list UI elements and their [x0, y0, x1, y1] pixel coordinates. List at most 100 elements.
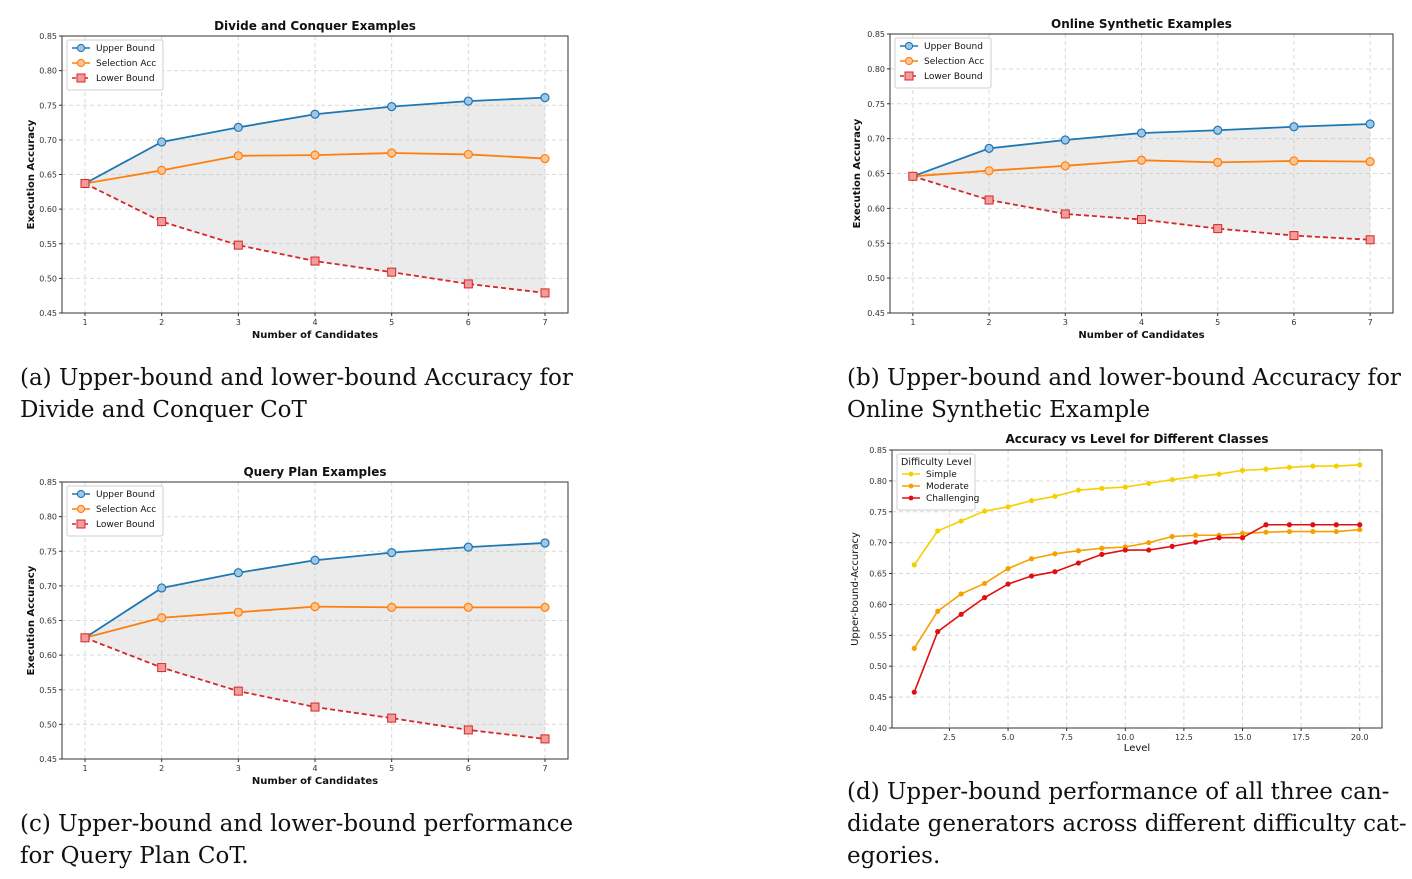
- data-point: [463, 602, 473, 612]
- data-point: [1357, 522, 1363, 528]
- data-point: [540, 288, 550, 298]
- legend-label-moderate: Moderate: [926, 482, 969, 492]
- data-point: [1239, 467, 1246, 473]
- data-point: [1099, 485, 1105, 491]
- legend-label-upper-bound: Upper Bound: [96, 490, 155, 500]
- y-tick-label: 0.65: [39, 171, 57, 180]
- data-point: [1310, 528, 1316, 535]
- data-point: [1213, 224, 1223, 234]
- data-point: [1146, 547, 1152, 553]
- data-point: [310, 109, 320, 119]
- data-point: [1263, 529, 1269, 535]
- caption-d-line-3: egories.: [847, 843, 941, 869]
- legend-marker: [904, 71, 914, 81]
- data-point: [310, 702, 320, 712]
- caption-d-line-1: (d) Upper-bound performance of all three…: [847, 779, 1390, 805]
- x-tick-label: 7: [542, 764, 547, 773]
- x-tick-label: 2: [159, 318, 164, 327]
- data-point: [310, 602, 320, 612]
- legend-label-lower-bound: Lower Bound: [96, 74, 155, 84]
- data-point: [958, 518, 964, 524]
- chart-query-plan: 1 2 3 4 5 6 7 0.45 0.50 0.55 0.60 0.65 0.70 0.75 0.80 0…: [26, 465, 569, 787]
- legend-label-upper-bound: Upper Bound: [96, 44, 155, 54]
- legend-marker: [76, 504, 86, 514]
- bound-shaded-region: [912, 123, 1371, 240]
- series-lower-bound: [80, 179, 550, 298]
- data-point: [157, 663, 167, 673]
- legend-box: [894, 37, 992, 89]
- y-tick-label: 0.45: [867, 309, 885, 318]
- caption-b: (b) Upper-bound and lower-bound Accuracy…: [847, 362, 1407, 426]
- data-point: [233, 686, 243, 696]
- data-point: [1075, 560, 1081, 566]
- legend: Upper Bound Selection Acc Lower Bound: [66, 485, 164, 537]
- x-tick-label: 5: [1215, 318, 1220, 327]
- y-tick-label: 0.45: [39, 755, 57, 764]
- grid-lines: [890, 33, 1393, 314]
- data-point: [1169, 533, 1175, 540]
- series-simple: [911, 462, 1363, 568]
- y-tick-label: 0.65: [867, 170, 885, 179]
- x-tick-label: 6: [1291, 318, 1296, 327]
- data-point: [1099, 545, 1105, 551]
- data-point: [157, 613, 167, 623]
- data-point: [1216, 535, 1222, 541]
- data-point: [1060, 209, 1070, 219]
- x-tick-label: 1: [910, 318, 915, 327]
- data-point: [1005, 504, 1011, 510]
- y-tick-label: 0.85: [869, 446, 887, 455]
- plot-frame: [891, 449, 1383, 729]
- y-axis-label: Upper-bound-Accuracy: [850, 532, 861, 646]
- y-tick-label: 0.75: [867, 100, 885, 109]
- y-tick-label: 0.60: [39, 205, 57, 214]
- data-point: [310, 256, 320, 266]
- data-point: [1193, 532, 1199, 538]
- data-point: [958, 611, 964, 617]
- data-point: [935, 528, 941, 534]
- data-point: [1052, 493, 1058, 499]
- x-tick-label: 4: [1139, 318, 1144, 327]
- caption-c-line-2: for Query Plan CoT.: [20, 843, 249, 869]
- chart-divide-and-conquer: 1 2 3 4 5 6 7 0.45 0.50 0.55 0.60 0.65 0.70 0.75 0.80 0…: [26, 19, 569, 341]
- legend-label-lower-bound: Lower Bound: [924, 72, 983, 82]
- data-point: [540, 734, 550, 744]
- data-point: [1028, 556, 1035, 562]
- caption-c: (c) Upper-bound and lower-bound performa…: [20, 808, 590, 872]
- data-point: [1193, 539, 1199, 545]
- data-point: [463, 96, 473, 106]
- x-tick-label: 7: [542, 318, 547, 327]
- data-point: [80, 179, 90, 189]
- data-point: [935, 608, 941, 614]
- legend-title: Difficulty Level: [901, 457, 971, 468]
- y-axis-label: Execution Accuracy: [26, 565, 37, 675]
- legend-label-lower-bound: Lower Bound: [96, 520, 155, 530]
- data-point: [310, 150, 320, 160]
- y-tick-label: 0.50: [39, 720, 57, 729]
- bound-shaded-region: [85, 542, 545, 739]
- x-tick-label: 20.0: [1351, 733, 1369, 742]
- x-tick-label: 5: [389, 764, 394, 773]
- data-point: [1216, 471, 1222, 477]
- data-point: [908, 171, 918, 181]
- chart-title: Online Synthetic Examples: [1051, 17, 1232, 31]
- data-point: [1060, 161, 1070, 171]
- y-tick-label: 0.45: [39, 309, 57, 318]
- y-tick-label: 0.50: [867, 274, 885, 283]
- data-point: [1193, 473, 1199, 480]
- data-point: [387, 602, 397, 612]
- y-tick-label: 0.80: [39, 513, 57, 522]
- x-tick-label: 10.0: [1116, 733, 1134, 742]
- data-point: [1289, 231, 1299, 241]
- data-point: [1263, 466, 1269, 472]
- y-tick-label: 0.50: [869, 662, 887, 671]
- y-tick-label: 0.75: [39, 547, 57, 556]
- data-point: [463, 725, 473, 735]
- x-axis-label: Number of Candidates: [252, 776, 378, 787]
- y-tick-label: 0.85: [39, 32, 57, 41]
- data-point: [1137, 215, 1146, 225]
- data-point: [911, 562, 917, 568]
- data-point: [463, 542, 473, 552]
- data-point: [1052, 551, 1058, 557]
- legend-box: [66, 485, 164, 537]
- data-point: [80, 633, 90, 643]
